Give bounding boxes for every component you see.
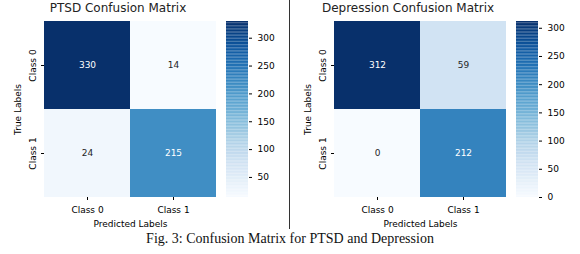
svg-text:50: 50 [258,172,270,182]
svg-text:Class 1: Class 1 [28,137,38,169]
svg-text:250: 250 [258,61,275,71]
svg-text:Class 1: Class 1 [447,205,479,215]
html-text:PTSD Confusion Matrix: PTSD Confusion Matrix [49,1,187,15]
svg-text:Class 0: Class 0 [28,49,38,82]
svg-text:200: 200 [258,89,275,99]
svg-text:200: 200 [548,80,565,90]
svg-text:24: 24 [82,148,94,158]
svg-text:Class 0: Class 0 [71,205,104,215]
svg-text:0: 0 [548,192,554,202]
svg-text:100: 100 [258,144,275,154]
svg-text:330: 330 [79,60,96,70]
svg-text:Class 1: Class 1 [157,205,189,215]
svg-text:59: 59 [458,60,470,70]
svg-text:212: 212 [455,148,472,158]
svg-text:150: 150 [258,117,275,127]
svg-text:Predicted Labels: Predicted Labels [93,219,167,229]
html-text:Depression Confusion Matrix: Depression Confusion Matrix [321,1,495,15]
svg-text:312: 312 [369,60,386,70]
svg-text:215: 215 [165,148,182,158]
svg-text:14: 14 [168,60,180,70]
svg-text:100: 100 [548,136,565,146]
svg-text:True Labels: True Labels [13,84,23,136]
svg-text:Predicted Labels: Predicted Labels [383,219,457,229]
svg-text:300: 300 [258,33,275,43]
svg-text:Class 0: Class 0 [361,205,394,215]
svg-text:300: 300 [548,23,565,33]
svg-text:Class 1: Class 1 [318,137,328,169]
svg-text:150: 150 [548,108,565,118]
svg-text:True Labels: True Labels [303,84,313,136]
svg-text:Class 0: Class 0 [318,49,328,82]
svg-text:50: 50 [548,164,560,174]
svg-text:250: 250 [548,51,565,61]
svg-text:0: 0 [375,148,381,158]
html-text:Fig. 3: Confusion Matrix for P: Fig. 3: Confusion Matrix for PTSD and De… [146,231,434,246]
